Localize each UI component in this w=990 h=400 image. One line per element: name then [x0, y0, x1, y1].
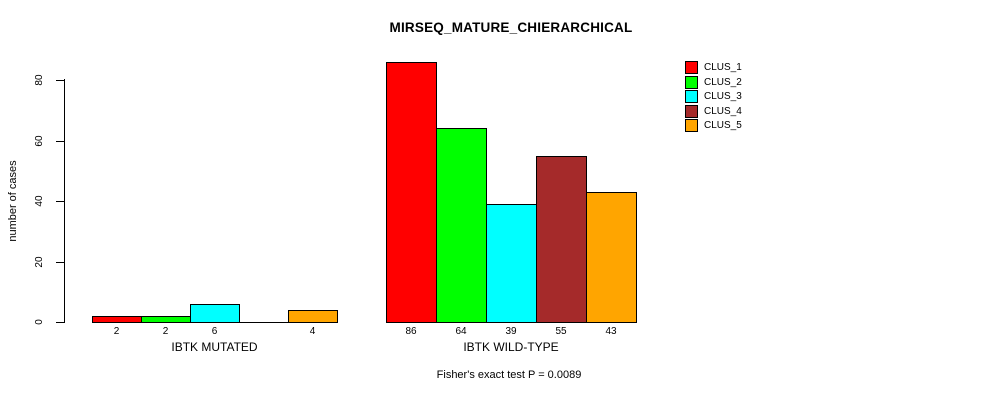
- legend-swatch: [685, 119, 698, 132]
- legend-swatch: [685, 61, 698, 74]
- bar-clus_4: [536, 156, 587, 323]
- y-tick: [56, 141, 65, 142]
- y-tick: [56, 322, 65, 323]
- bar-clus_2: [436, 128, 487, 323]
- y-tick-label: 20: [34, 256, 45, 268]
- legend-item: CLUS_3: [685, 90, 742, 103]
- y-tick: [56, 80, 65, 81]
- bar-value-label: 6: [211, 326, 218, 337]
- y-tick: [56, 201, 65, 202]
- y-axis-label: number of cases: [7, 160, 19, 242]
- x-category-label: IBTK MUTATED: [171, 340, 258, 354]
- bar-value-label: 39: [505, 326, 517, 337]
- bar-value-label: 86: [405, 326, 417, 337]
- legend-item: CLUS_1: [685, 61, 742, 74]
- bar-value-label: 43: [605, 326, 617, 337]
- x-category-label: IBTK WILD-TYPE: [463, 340, 559, 354]
- legend-label: CLUS_2: [704, 76, 742, 88]
- bar-value-label: 64: [455, 326, 467, 337]
- bar-value-label: 4: [309, 326, 316, 337]
- legend-label: CLUS_5: [704, 120, 742, 131]
- legend: CLUS_1 CLUS_2 CLUS_3 CLUS_4 CLUS_5: [685, 61, 742, 134]
- legend-label: CLUS_4: [704, 105, 742, 117]
- bar-value-label: 2: [162, 326, 169, 337]
- y-tick-label: 0: [34, 319, 45, 325]
- legend-label: CLUS_1: [704, 62, 742, 73]
- y-tick-label: 80: [34, 74, 45, 86]
- legend-swatch: [685, 104, 698, 118]
- bar-clus_5: [288, 310, 338, 323]
- legend-label: CLUS_3: [704, 91, 742, 102]
- bar-clus_3: [486, 204, 537, 323]
- y-tick: [56, 262, 65, 263]
- bar-clus_2: [141, 316, 191, 323]
- y-tick-label: 60: [34, 135, 45, 147]
- bar-clus_5: [586, 192, 637, 323]
- bar-value-label: 55: [555, 326, 567, 337]
- bar-value-label: 2: [113, 326, 120, 337]
- legend-swatch: [685, 75, 698, 89]
- bar-clus_3: [190, 304, 240, 323]
- chart-title: MIRSEQ_MATURE_CHIERARCHICAL: [389, 20, 633, 35]
- footnote: Fisher's exact test P = 0.0089: [436, 369, 582, 381]
- bar-clus_1: [386, 62, 437, 323]
- y-tick-label: 40: [34, 195, 45, 207]
- legend-item: CLUS_2: [685, 75, 742, 89]
- legend-swatch: [685, 90, 698, 103]
- legend-item: CLUS_5: [685, 119, 742, 132]
- legend-item: CLUS_4: [685, 104, 742, 118]
- bar-clus_1: [92, 316, 142, 323]
